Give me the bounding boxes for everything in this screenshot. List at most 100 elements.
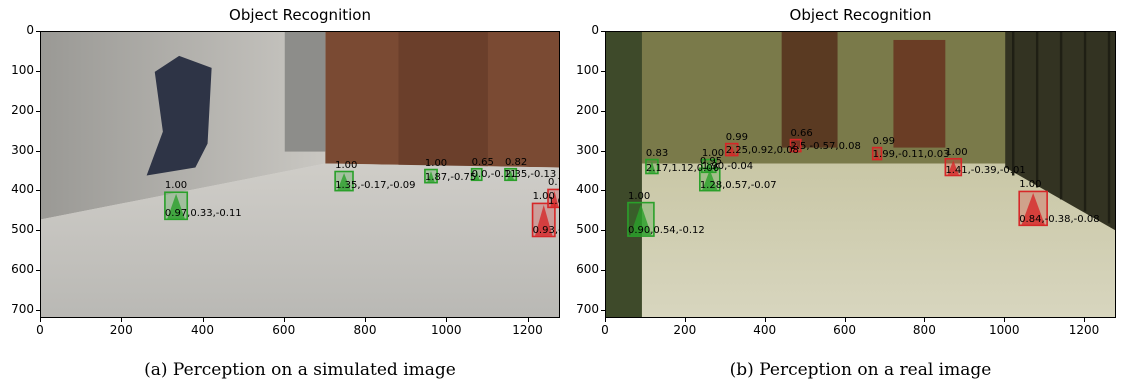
x-tick-mark [605,318,606,322]
detection-score: 0.66 [790,127,813,139]
y-tick-label: 500 [11,222,34,237]
y-tick-mark [601,31,605,32]
detection-pose: 2.5,-0.57,0.08 [790,140,861,152]
x-tick-label: 600 [833,323,856,337]
y-tick-label: 400 [576,182,599,197]
cone-shape [535,204,553,236]
y-tick-label: 300 [576,142,599,157]
detection-pose: 0.90,0.54,-0.12 [627,225,705,237]
detection-pose: 2.35,-0.13 [504,169,557,181]
cone-shape [474,170,480,180]
detection-score: 1.00 [627,190,651,202]
x-tick-label: 600 [272,323,296,337]
y-tick-label: 100 [576,62,599,77]
x-tick-mark [1084,318,1086,322]
detection-pose: 0.93,- [532,225,560,237]
y-tick-label: 500 [576,222,599,237]
detection-pose: 1.41,-0.39,-0.01 [945,164,1026,176]
panel-a-detections [164,167,559,238]
panel-a: Object Recognition 1.00 0.97,0.33,-0.11 1.… [0,0,560,391]
detection-pose: 1.90,-0.04 [701,161,754,173]
panel-a-title: Object Recognition [229,6,371,24]
y-tick-mark [601,70,605,72]
x-tick-label: 1000 [988,323,1020,337]
detection-pose: 1.6 [548,196,559,208]
x-tick-mark [924,318,926,322]
y-tick-label: 0 [591,23,599,37]
x-tick-mark [121,318,123,322]
detection-score: 0.95 [699,156,723,168]
y-tick-label: 600 [11,262,34,277]
x-tick-label: 400 [753,323,777,337]
x-tick-label: 200 [109,323,133,337]
y-tick-label: 700 [576,302,599,317]
detection-score: 1.00 [1019,179,1042,191]
x-tick-mark [283,318,285,322]
y-tick-label: 600 [576,262,599,277]
x-tick-mark [202,318,204,322]
y-tick-mark [36,70,40,72]
cone-shape [728,145,736,155]
y-tick-label: 0 [26,23,34,37]
detection-pose: 0.84,-0.38,-0.08 [1019,214,1100,226]
y-tick-mark [601,230,605,232]
y-tick-mark [36,110,40,112]
cone-shape [1021,193,1045,225]
x-tick-mark [764,318,766,322]
y-tick-mark [601,190,605,192]
detection-score: 0.99 [872,135,895,147]
y-tick-label: 700 [11,302,34,317]
cone-shape [792,141,799,151]
panel-b-plot: 1.00 0.90,0.54,-0.12 0.95 1.28,0.57,-0.07 0.… [605,31,1116,318]
x-tick-label: 800 [353,323,377,337]
x-tick-mark [684,318,686,322]
detection-score: 1.00 [335,159,358,171]
x-tick-label: 1200 [1068,323,1100,337]
detection-score: 1.00 [532,191,555,203]
x-tick-label: 0 [601,323,609,337]
y-tick-mark [601,110,605,112]
x-tick-label: 400 [191,323,214,337]
cone-shape [704,161,714,172]
panel-b-caption: (b) Perception on a real image [729,360,992,380]
y-tick-mark [36,31,40,32]
detection-pose: 0.97,0.33,-0.11 [164,208,242,220]
x-tick-mark [365,318,366,322]
detection-pose: 2.25,0.92,0.08 [725,144,799,156]
y-tick-label: 100 [11,62,34,77]
x-tick-label: 200 [673,323,697,337]
y-tick-mark [36,190,40,192]
panel-b-detections [627,138,1048,237]
detection-score: 1.00 [164,180,188,192]
panel-a-plot: 1.00 0.97,0.33,-0.11 1.00 1.35,-0.17,-0.09 1… [40,31,560,318]
y-tick-mark [36,230,40,232]
y-tick-label: 300 [11,142,34,157]
detection-score: 0.82 [504,156,528,168]
panel-b-labels: 1.00 0.90,0.54,-0.12 0.95 1.28,0.57,-0.07 0.… [606,32,1115,317]
panel-a-image [41,32,559,317]
x-tick-mark [446,318,448,322]
cone-shape [648,161,656,173]
cone-shape [947,160,959,175]
x-tick-mark [1004,318,1006,322]
cone-shape [630,204,652,236]
x-tick-mark [844,318,846,322]
detection-pose: 1.35,-0.17,-0.09 [335,179,416,191]
detection-score: 0.7 [548,177,559,189]
x-tick-label: 1000 [430,323,462,337]
y-tick-label: 400 [11,182,34,197]
y-tick-mark [601,270,605,272]
cone-shape [167,193,185,219]
detection-pose: 1.87,-0.75 [424,171,477,183]
x-tick-label: 1200 [512,323,543,337]
detection-score: 1.00 [701,147,725,159]
x-tick-label: 800 [912,323,936,337]
y-tick-mark [601,310,605,312]
cone-shape [550,191,559,207]
detection-pose: 2.17,1.12,0.06 [645,162,720,174]
detection-score: 1.00 [424,157,448,169]
detection-score: 0.99 [725,131,749,143]
cone-shape [427,171,435,182]
detection-pose: 1.99,-0.11,0.03 [872,148,950,160]
y-tick-mark [601,150,605,152]
